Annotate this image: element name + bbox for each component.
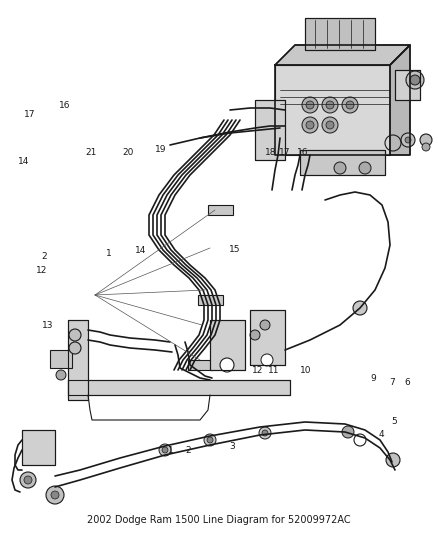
Text: 13: 13 (42, 321, 54, 329)
Text: 4: 4 (378, 430, 384, 439)
Circle shape (306, 101, 314, 109)
Polygon shape (390, 45, 410, 155)
Circle shape (302, 117, 318, 133)
Circle shape (342, 426, 354, 438)
Circle shape (261, 354, 273, 366)
Text: 2: 2 (41, 253, 46, 261)
Circle shape (401, 133, 415, 147)
Circle shape (405, 137, 411, 143)
Bar (198, 295, 223, 305)
Text: 16: 16 (297, 149, 308, 157)
Polygon shape (305, 18, 375, 50)
Polygon shape (300, 150, 385, 175)
Text: 19: 19 (155, 145, 167, 154)
Circle shape (220, 358, 234, 372)
Circle shape (422, 143, 430, 151)
Text: 14: 14 (18, 157, 30, 166)
Circle shape (259, 427, 271, 439)
Circle shape (204, 434, 216, 446)
Text: 5: 5 (391, 417, 397, 425)
Polygon shape (68, 320, 88, 400)
Text: 12: 12 (36, 266, 47, 275)
Polygon shape (395, 70, 420, 100)
Polygon shape (210, 320, 245, 370)
Text: 21: 21 (85, 149, 97, 157)
Circle shape (260, 320, 270, 330)
Polygon shape (68, 380, 290, 395)
Circle shape (24, 476, 32, 484)
Text: 18: 18 (265, 149, 276, 157)
Text: 2002 Dodge Ram 1500 Line Diagram for 52009972AC: 2002 Dodge Ram 1500 Line Diagram for 520… (87, 515, 351, 525)
Circle shape (302, 97, 318, 113)
Circle shape (262, 430, 268, 436)
Text: 1: 1 (106, 249, 112, 258)
Text: 11: 11 (268, 367, 280, 375)
Circle shape (326, 121, 334, 129)
Polygon shape (22, 430, 55, 465)
Text: 6: 6 (404, 378, 410, 387)
Bar (208, 205, 233, 215)
Text: 10: 10 (300, 367, 311, 375)
Polygon shape (250, 310, 285, 365)
Text: 17: 17 (279, 149, 291, 157)
Circle shape (410, 75, 420, 85)
Circle shape (69, 342, 81, 354)
Circle shape (250, 330, 260, 340)
Circle shape (406, 71, 424, 89)
Text: 12: 12 (252, 367, 264, 375)
Circle shape (346, 101, 354, 109)
Bar (50, 350, 72, 368)
Circle shape (69, 329, 81, 341)
Text: 17: 17 (24, 110, 35, 119)
Text: 7: 7 (389, 378, 395, 387)
Circle shape (342, 97, 358, 113)
Bar (188, 360, 213, 370)
Circle shape (162, 447, 168, 453)
Polygon shape (275, 45, 410, 65)
Circle shape (322, 117, 338, 133)
Polygon shape (275, 65, 390, 155)
Circle shape (51, 491, 59, 499)
Text: 3: 3 (229, 442, 235, 451)
Circle shape (306, 121, 314, 129)
Text: 1: 1 (168, 446, 174, 455)
Text: 2: 2 (186, 446, 191, 455)
Circle shape (420, 134, 432, 146)
Circle shape (353, 301, 367, 315)
Circle shape (322, 97, 338, 113)
Text: 15: 15 (229, 245, 240, 254)
Circle shape (46, 486, 64, 504)
Circle shape (326, 101, 334, 109)
Circle shape (20, 472, 36, 488)
Circle shape (56, 370, 66, 380)
Circle shape (207, 437, 213, 443)
Circle shape (359, 162, 371, 174)
Circle shape (159, 444, 171, 456)
Polygon shape (255, 100, 285, 160)
Text: 20: 20 (123, 149, 134, 157)
Text: 9: 9 (370, 374, 376, 383)
Text: 16: 16 (59, 101, 71, 110)
Circle shape (386, 453, 400, 467)
Circle shape (334, 162, 346, 174)
Text: 14: 14 (134, 246, 146, 255)
